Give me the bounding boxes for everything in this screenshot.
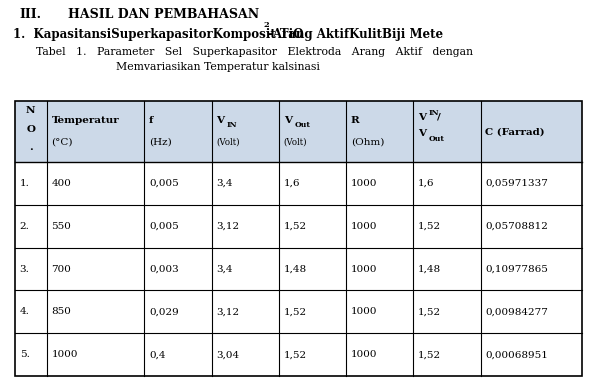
Text: 0,005: 0,005: [149, 179, 179, 188]
Text: 1000: 1000: [351, 265, 377, 273]
Text: 1000: 1000: [351, 179, 377, 188]
Text: 3.: 3.: [20, 265, 30, 273]
Text: 3,12: 3,12: [217, 307, 239, 316]
Text: 0,10977865: 0,10977865: [486, 265, 548, 273]
Text: V: V: [418, 113, 426, 122]
Text: 1000: 1000: [351, 222, 377, 231]
Text: 2: 2: [263, 21, 269, 29]
Text: /: /: [437, 113, 441, 122]
Bar: [15, 101, 582, 376]
Text: (Ohm): (Ohm): [351, 138, 384, 147]
Text: (Hz): (Hz): [149, 138, 172, 147]
Text: C (Farrad): C (Farrad): [486, 127, 545, 136]
Text: 0,003: 0,003: [149, 265, 179, 273]
Text: 5.: 5.: [20, 350, 30, 359]
Text: 1,48: 1,48: [418, 265, 441, 273]
Text: 0,4: 0,4: [149, 350, 165, 359]
Text: R: R: [351, 116, 359, 126]
Text: O: O: [26, 124, 35, 134]
Text: 3,12: 3,12: [217, 222, 239, 231]
Text: Memvariasikan Temperatur kalsinasi: Memvariasikan Temperatur kalsinasi: [116, 62, 320, 72]
Text: Out: Out: [295, 121, 311, 129]
Text: 1,52: 1,52: [418, 350, 441, 359]
Text: N: N: [26, 106, 36, 115]
Text: 0,05708812: 0,05708812: [486, 222, 548, 231]
Text: .: .: [29, 143, 33, 152]
Text: 1,52: 1,52: [418, 222, 441, 231]
Text: V: V: [284, 116, 292, 126]
Text: 1000: 1000: [51, 350, 78, 359]
Text: IN: IN: [429, 108, 439, 116]
Text: 400: 400: [51, 179, 71, 188]
Text: HASIL DAN PEMBAHASAN: HASIL DAN PEMBAHASAN: [68, 8, 259, 21]
Text: 0,05971337: 0,05971337: [486, 179, 548, 188]
Text: 3,4: 3,4: [217, 179, 233, 188]
Text: 550: 550: [51, 222, 71, 231]
Text: 0,00984277: 0,00984277: [486, 307, 548, 316]
Text: 1000: 1000: [351, 307, 377, 316]
Text: f: f: [149, 116, 154, 126]
Text: 1.  KapasitansiSuperkapasitorKomposit TiO: 1. KapasitansiSuperkapasitorKomposit TiO: [13, 28, 303, 41]
Text: 1,52: 1,52: [284, 222, 307, 231]
Text: 0,00068951: 0,00068951: [486, 350, 548, 359]
Text: 3,4: 3,4: [217, 265, 233, 273]
Text: V: V: [217, 116, 224, 126]
Text: III.: III.: [20, 8, 42, 21]
Text: (Volt): (Volt): [284, 138, 307, 147]
Text: IN: IN: [227, 121, 237, 129]
Text: 1.: 1.: [20, 179, 30, 188]
Text: 3,04: 3,04: [217, 350, 239, 359]
Text: 1,48: 1,48: [284, 265, 307, 273]
Text: (Volt): (Volt): [217, 138, 240, 147]
Text: V: V: [418, 129, 426, 138]
Text: 1,6: 1,6: [418, 179, 435, 188]
Text: 0,029: 0,029: [149, 307, 179, 316]
Text: 2.: 2.: [20, 222, 30, 231]
Text: 700: 700: [51, 265, 71, 273]
Text: 1,52: 1,52: [418, 307, 441, 316]
Text: 0,005: 0,005: [149, 222, 179, 231]
Text: -Arang AktifKulitBiji Mete: -Arang AktifKulitBiji Mete: [268, 28, 443, 41]
Text: 850: 850: [51, 307, 71, 316]
Text: 1000: 1000: [351, 350, 377, 359]
Text: (°C): (°C): [51, 138, 73, 147]
Text: 1,52: 1,52: [284, 307, 307, 316]
Text: Out: Out: [429, 134, 445, 142]
Text: Tabel   1.   Parameter   Sel   Superkapasitor   Elektroda   Arang   Aktif   deng: Tabel 1. Parameter Sel Superkapasitor El…: [36, 47, 472, 57]
Text: Temperatur: Temperatur: [51, 116, 119, 126]
Text: 4.: 4.: [20, 307, 30, 316]
Text: 1,52: 1,52: [284, 350, 307, 359]
Bar: [15, 101, 582, 162]
Text: 1,6: 1,6: [284, 179, 300, 188]
